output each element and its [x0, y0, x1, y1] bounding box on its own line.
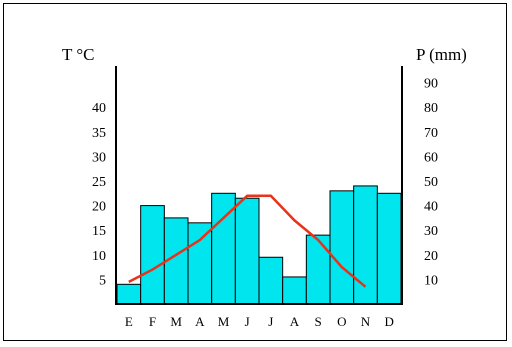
month-label-3: M [170, 314, 182, 329]
right-tick-20: 20 [424, 249, 438, 264]
precip-bar-j-6 [234, 197, 260, 305]
left-tick-25: 25 [92, 175, 106, 190]
month-label-1: E [125, 314, 133, 329]
right-tick-50: 50 [424, 175, 438, 190]
left-tick-10: 10 [92, 249, 106, 264]
month-label-6: J [245, 314, 250, 329]
left-tick-15: 15 [92, 224, 106, 239]
temperature-line [128, 194, 367, 288]
right-tick-70: 70 [424, 126, 438, 141]
left-tick-40: 40 [92, 101, 106, 116]
precipitation-bars [116, 185, 402, 305]
month-label-10: O [337, 314, 346, 329]
right-tick-60: 60 [424, 150, 438, 165]
right-tick-40: 40 [424, 200, 438, 215]
precip-bar-s-9 [305, 234, 331, 305]
precip-bar-j-7 [258, 256, 284, 305]
precip-bar-f-2 [140, 205, 165, 305]
right-tick-30: 30 [424, 224, 438, 239]
right-tick-labels: 10 20 30 40 50 60 70 80 90 [424, 77, 438, 289]
left-tick-35: 35 [92, 126, 106, 141]
left-tick-5: 5 [99, 273, 106, 288]
precip-bar-d-12 [376, 192, 402, 305]
month-label-8: A [290, 314, 300, 329]
right-tick-10: 10 [424, 273, 438, 288]
precip-bar-o-10 [329, 190, 355, 305]
right-tick-90: 90 [424, 77, 438, 92]
month-label-9: S [315, 314, 322, 329]
precip-bar-a-4 [187, 222, 213, 305]
right-axis-title: P (mm) [416, 45, 467, 64]
right-tick-80: 80 [424, 101, 438, 116]
month-label-2: F [149, 314, 156, 329]
left-tick-labels: 5 10 15 20 25 30 35 40 [92, 101, 106, 288]
precip-bar-a-8 [282, 276, 307, 305]
month-label-5: M [218, 314, 230, 329]
left-axis-title: T °C [62, 45, 94, 64]
left-tick-20: 20 [92, 200, 106, 215]
month-label-11: N [361, 314, 371, 329]
month-label-7: J [268, 314, 273, 329]
month-label-12: D [384, 314, 393, 329]
month-label-4: A [195, 314, 205, 329]
left-tick-30: 30 [92, 150, 106, 165]
precip-bar-e-1 [116, 283, 142, 305]
